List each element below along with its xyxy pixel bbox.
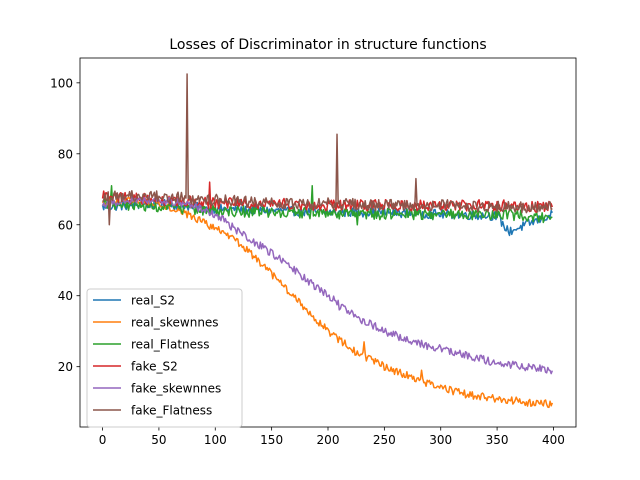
series-lines: [101, 73, 554, 409]
x-tick-label: 200: [317, 433, 340, 447]
legend-label: fake_Flatness: [131, 404, 212, 418]
x-tick-label: 400: [542, 433, 565, 447]
x-tick-label: 150: [260, 433, 283, 447]
y-tick-label: 80: [58, 147, 73, 161]
x-tick-label: 250: [373, 433, 396, 447]
legend: real_S2 real_skewnnes real_Flatness fake_S2…: [86, 288, 243, 428]
y-tick-label: 100: [50, 76, 73, 90]
legend-label: real_S2: [131, 294, 175, 308]
x-tick-label: 350: [486, 433, 509, 447]
x-tick-label: 50: [151, 433, 166, 447]
axes: 0 50 100 150 200 250 300 350 400 20 40 60 80 100: [50, 57, 577, 447]
x-tick-label: 300: [429, 433, 452, 447]
series-line-fake-flatness: [101, 73, 553, 226]
legend-label: real_skewnnes: [131, 316, 219, 330]
x-tick-label: 0: [99, 433, 107, 447]
y-tick-label: 20: [58, 360, 73, 374]
legend-label: real_Flatness: [131, 338, 210, 352]
legend-label: fake_S2: [131, 360, 178, 374]
x-tick-label: 100: [204, 433, 227, 447]
series-line-real-skewnnes: [101, 196, 554, 409]
series-line-fake-skewnnes: [101, 195, 554, 375]
y-tick-label: 60: [58, 218, 73, 232]
legend-box: [86, 288, 243, 428]
y-tick-label: 40: [58, 289, 73, 303]
legend-label: fake_skewnnes: [131, 382, 221, 396]
chart-title: Losses of Discriminator in structure fun…: [169, 37, 486, 53]
